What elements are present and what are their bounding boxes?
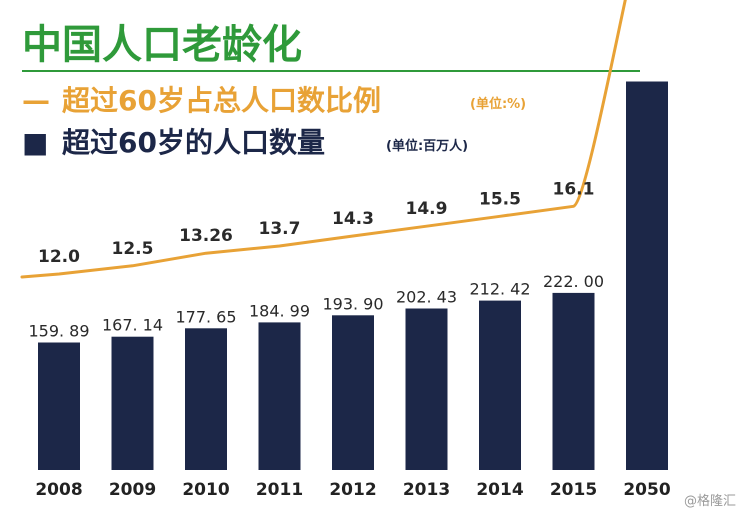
ratio-label-2012: 14.3 <box>332 209 374 229</box>
bar-2009 <box>111 336 154 470</box>
bar-value-label-2014: 212. 42 <box>469 280 530 299</box>
chart-title: 中国人口老龄化 <box>22 22 302 68</box>
legend-line-marker: — <box>22 84 50 117</box>
bar-2008 <box>38 342 80 470</box>
ratio-label-2009: 12.5 <box>112 239 154 259</box>
ratio-label-2014: 15.5 <box>479 189 521 209</box>
legend-count-unit: (单位:百万人) <box>386 138 468 154</box>
category-label-2010: 2010 <box>182 480 229 500</box>
bar-2014 <box>479 300 521 470</box>
category-label-2011: 2011 <box>256 480 303 500</box>
category-label-2013: 2013 <box>403 480 450 500</box>
bar-series <box>38 81 668 470</box>
bar-2013 <box>405 308 448 470</box>
bar-value-label-2008: 159. 89 <box>28 322 89 341</box>
bar-2011 <box>258 322 301 470</box>
ratio-label-2010: 13.26 <box>179 226 233 246</box>
bar-2012 <box>332 315 374 470</box>
category-label-2014: 2014 <box>476 480 523 500</box>
category-label-2050: 2050 <box>623 480 670 500</box>
legend-ratio-unit: (单位:%) <box>470 96 526 112</box>
bar-value-label-2012: 193. 90 <box>322 294 383 313</box>
watermark: @格隆汇 <box>684 493 736 509</box>
legend-item-count: ■ 超过60岁的人口数量 (单位:百万人) <box>22 126 468 159</box>
bar-value-labels: 159. 89 167. 14 177. 65 184. 99 193. 90 202. … <box>28 272 604 341</box>
bar-2010 <box>185 328 227 470</box>
ratio-label-2015: 16.1 <box>553 179 595 199</box>
ratio-label-2011: 13.7 <box>259 219 301 239</box>
bar-2050 <box>626 81 668 470</box>
category-label-2009: 2009 <box>109 480 156 500</box>
legend-bar-marker: ■ <box>22 126 48 159</box>
bar-value-label-2010: 177. 65 <box>175 307 236 326</box>
bar-value-label-2013: 202. 43 <box>396 288 457 307</box>
ratio-line <box>20 0 627 279</box>
bar-value-label-2015: 222. 00 <box>543 272 604 291</box>
category-label-2008: 2008 <box>35 480 82 500</box>
category-label-2015: 2015 <box>550 480 597 500</box>
legend-ratio-label: 超过60岁占总人口数比例 <box>62 84 381 117</box>
legend-count-label: 超过60岁的人口数量 <box>62 126 325 159</box>
ratio-label-2008: 12.0 <box>38 247 80 267</box>
bar-2015 <box>552 292 595 470</box>
line-series <box>20 0 627 279</box>
ratio-label-2013: 14.9 <box>406 199 448 219</box>
bar-value-label-2009: 167. 14 <box>102 316 163 335</box>
legend-item-ratio: — 超过60岁占总人口数比例 (单位:%) <box>22 84 526 117</box>
category-label-2012: 2012 <box>329 480 376 500</box>
bar-value-label-2011: 184. 99 <box>249 301 310 320</box>
category-axis-labels: 2008 2009 2010 2011 2012 2013 2014 2015 2050 <box>35 480 670 500</box>
